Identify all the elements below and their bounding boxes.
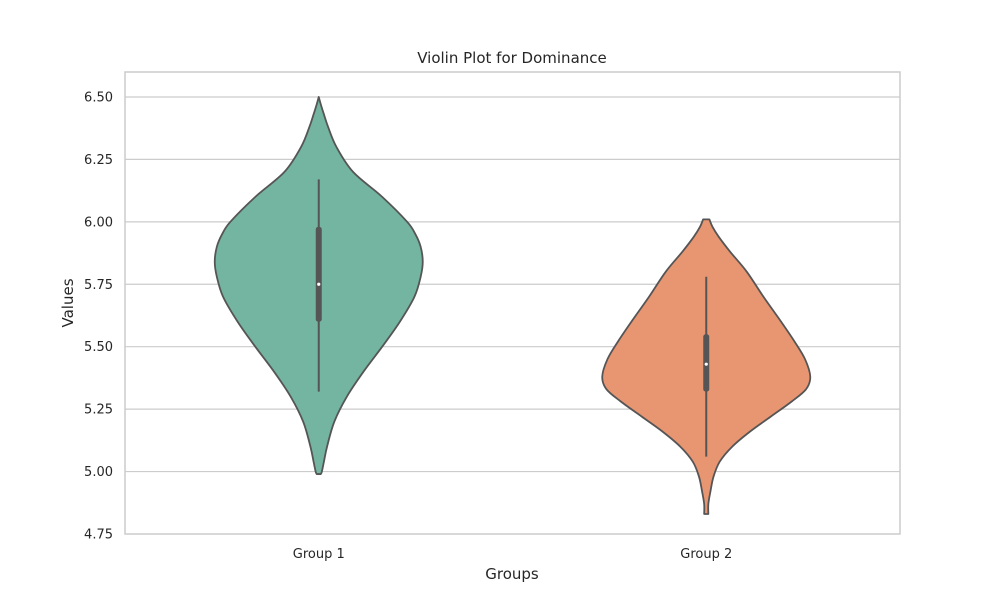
violin-iqr-box [315, 226, 322, 322]
y-axis-label: Values [59, 278, 77, 327]
x-tick-label: Group 2 [680, 547, 732, 562]
y-tick-labels: 4.75 5.00 5.25 5.50 5.75 6.00 6.25 6.50 [84, 90, 113, 542]
plot-frame [124, 71, 901, 535]
y-tick-label: 6.25 [84, 153, 113, 168]
y-tick-label: 5.75 [84, 278, 113, 293]
violin-median-dot [704, 362, 708, 366]
violins [213, 96, 812, 515]
y-tick-label: 6.00 [84, 215, 113, 230]
violin-median-dot [317, 282, 321, 286]
x-tick-labels: Group 1 Group 2 [293, 547, 732, 562]
y-tick-label: 4.75 [84, 528, 113, 543]
x-tick-label: Group 1 [293, 547, 345, 562]
y-tick-label: 5.50 [84, 340, 113, 355]
chart-title: Violin Plot for Dominance [417, 49, 607, 67]
x-axis-label: Groups [485, 565, 539, 583]
y-tick-label: 5.25 [84, 403, 113, 418]
y-tick-label: 5.00 [84, 465, 113, 480]
y-tick-label: 6.50 [84, 90, 113, 105]
